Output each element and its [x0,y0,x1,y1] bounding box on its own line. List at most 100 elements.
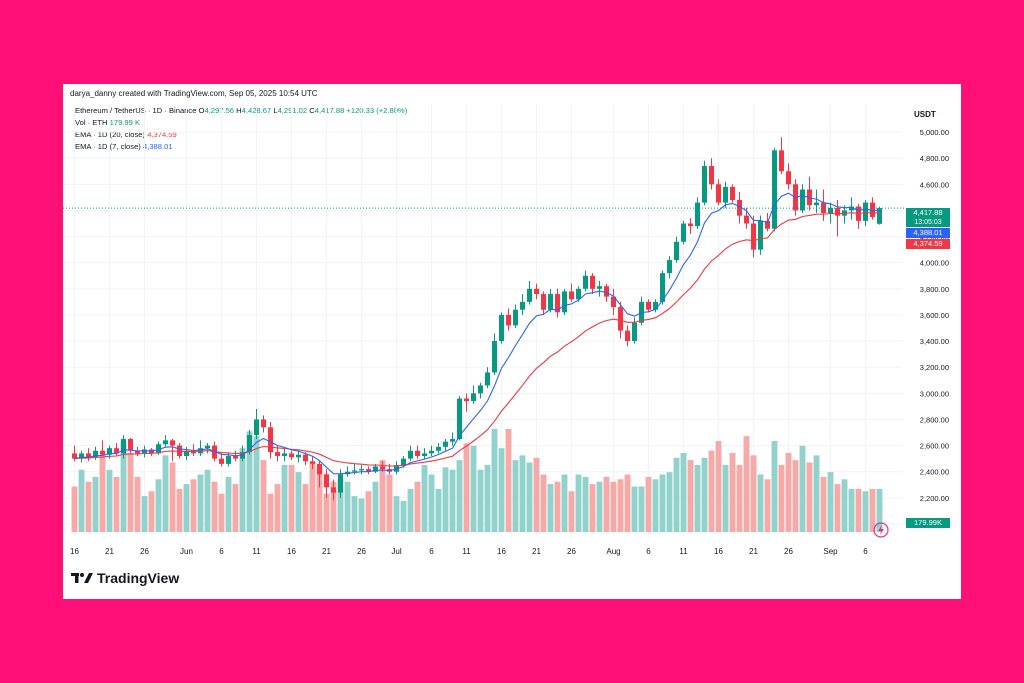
y-tick-label: 5,000.00 [920,128,949,137]
volume-bar [148,491,155,532]
volume-bars [71,429,883,532]
volume-bar [477,469,484,532]
candle-body [106,448,113,455]
candle-body [232,456,239,459]
y-tick-label: 3,200.00 [920,363,949,372]
volume-bar [505,429,512,532]
volume-bar [260,460,267,532]
candle-body [778,150,785,172]
candle-body [428,450,435,454]
candle-body [491,341,498,373]
volume-bar [575,474,582,532]
candle-body [876,208,883,224]
candle-body [169,440,176,446]
volume-bar [288,464,295,532]
y-tick-label: 3,800.00 [920,285,949,294]
x-tick-label: 11 [679,547,688,556]
legend-low: 4,291.02 [277,106,308,115]
candle-body [505,314,512,326]
candle-body [99,450,106,455]
candle-body [372,466,379,472]
volume-bar [281,464,288,532]
volume-bar [533,457,540,532]
legend-volume[interactable]: Vol · ETH 179.99 K [75,118,141,127]
volume-bar [792,460,799,532]
volume-bar [869,488,876,532]
volume-bar [120,440,127,532]
volume-bar [134,476,141,532]
candle-body [470,393,477,402]
candle-body [456,398,463,440]
volume-bar [491,429,498,532]
volume-bar [596,481,603,532]
y-tick-label: 4,000.00 [920,259,949,268]
y-tick-label: 3,400.00 [920,337,949,346]
candle-body [365,469,372,472]
volume-bar [862,491,869,532]
candle-body [400,458,407,466]
lightning-icon[interactable] [873,522,889,538]
volume-tag: 179.99K [906,518,950,528]
y-tick-label: 2,200.00 [920,494,949,503]
x-tick-label: 6 [219,547,224,556]
volume-bar [337,479,344,532]
x-tick-label: 16 [497,547,506,556]
volume-bar [106,469,113,532]
volume-bar [820,476,827,532]
y-tick-label: 4,800.00 [920,154,949,163]
candle-body [393,465,400,472]
volume-bar [848,488,855,532]
volume-bar [526,462,533,532]
legend-open: 4,297.56 [204,106,235,115]
tradingview-logo[interactable]: TradingView [71,570,179,586]
volume-bar [183,484,190,532]
volume-bar [785,452,792,532]
volume-bar [141,496,148,532]
candle-body [85,453,92,458]
volume-bar [316,467,323,532]
volume-bar [344,481,351,532]
candle-body [568,291,575,300]
candle-body [729,186,736,200]
x-tick-label: 16 [714,547,723,556]
legend-ema20[interactable]: EMA · 1D (20, close) 4,374.59 [75,130,177,139]
volume-bar [246,431,253,532]
volume-bar [547,484,554,532]
volume-bar [379,460,386,532]
ema7-price-tag: 4,388.01 [906,228,950,238]
candle-body [127,439,134,451]
candle-body [351,470,358,472]
x-tick-label: 21 [105,547,114,556]
volume-bar [512,460,519,532]
volume-bar [603,476,610,532]
volume-bar [659,474,666,532]
volume-bar [428,474,435,532]
volume-bar [421,464,428,532]
candle-body [281,453,288,457]
candle-body [820,202,827,214]
volume-bar [78,469,85,532]
candle-body [295,454,302,458]
volume-bar [631,486,638,532]
candle-body [624,330,631,342]
volume-bar [239,448,246,532]
volume-bar [519,455,526,532]
candle-body [715,184,722,203]
price-chart[interactable]: 2,000.002,200.002,400.002,600.002,800.00… [63,84,961,564]
candle-body [302,454,309,462]
legend-ema7-value: 4,388.01 [142,142,173,151]
candle-body [155,444,162,454]
candle-body [526,288,533,302]
volume-bar [295,472,302,532]
candle-body [225,456,232,464]
legend-symbol[interactable]: Ethereum / TetherUS · 1D · Binance [75,106,197,115]
y-tick-label: 2,400.00 [920,468,949,477]
volume-bar [715,440,722,532]
legend-ema7[interactable]: EMA · 1D (7, close) 4,388.01 [75,142,173,151]
candle-body [582,275,589,289]
volume-bar [232,484,239,532]
volume-bar [190,479,197,532]
volume-bar [666,472,673,532]
volume-bar [687,460,694,532]
candle-body [204,445,211,449]
